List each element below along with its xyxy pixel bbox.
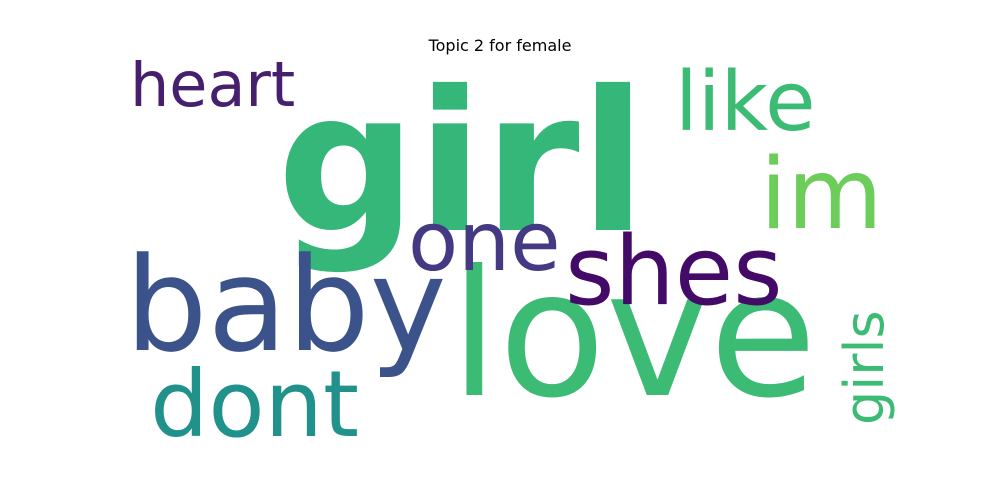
figure-title: Topic 2 for female bbox=[428, 36, 572, 55]
word-girls: girls bbox=[833, 310, 896, 425]
word-baby: baby bbox=[125, 229, 447, 381]
word-love: love bbox=[450, 234, 817, 437]
word-girl: girl bbox=[277, 60, 646, 276]
word-cloud-canvas: girl love baby shes one dont im like hea… bbox=[125, 60, 896, 448]
word-like: like bbox=[675, 60, 816, 150]
word-im: im bbox=[760, 138, 883, 252]
word-cloud: girl love baby shes one dont im like hea… bbox=[125, 60, 900, 448]
word-dont: dont bbox=[150, 351, 359, 448]
word-heart: heart bbox=[130, 60, 295, 121]
word-one: one bbox=[408, 195, 561, 290]
word-shes: shes bbox=[565, 217, 783, 327]
